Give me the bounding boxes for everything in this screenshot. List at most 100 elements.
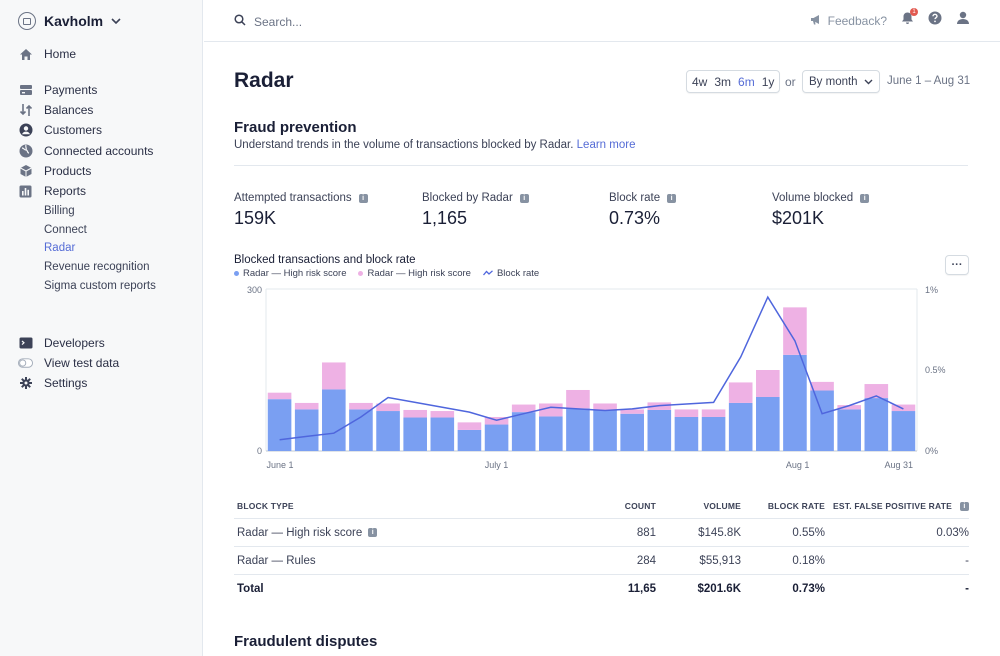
learn-more-link[interactable]: Learn more xyxy=(576,139,636,151)
divider xyxy=(234,165,968,166)
range-4w[interactable]: 4w xyxy=(692,74,708,89)
bar-high-risk xyxy=(647,409,672,451)
bar-rules xyxy=(403,409,427,418)
notifications-button[interactable]: 1 xyxy=(901,8,918,30)
period-select[interactable]: By month xyxy=(802,70,880,93)
sidebar-item-developers[interactable]: Developers xyxy=(18,334,105,352)
row-false-positive: - xyxy=(965,554,969,567)
bar-rules xyxy=(511,404,536,413)
sidebar-item-customers[interactable]: Customers xyxy=(18,121,102,139)
sidebar-item-home[interactable]: Home xyxy=(18,45,76,63)
row-volume: $145.8K xyxy=(698,526,741,539)
sidebar-subitem-radar[interactable]: Radar xyxy=(44,242,76,254)
chart-title: Blocked transactions and block rate xyxy=(234,254,416,266)
metric-label-row: Blocked by Radar i xyxy=(422,192,529,204)
legend-label: Radar — High risk score xyxy=(243,268,347,279)
block-type-table: BLOCK TYPE COUNT VOLUME BLOCK RATE EST. … xyxy=(234,494,969,603)
bar-rules xyxy=(457,422,482,430)
row-false-positive: 0.03% xyxy=(936,526,969,539)
bar-high-risk xyxy=(701,416,726,451)
main-content: Radar 4w 3m 6m 1y or By month June 1 – A… xyxy=(204,43,1000,656)
bar-rules xyxy=(539,403,563,417)
info-icon[interactable]: i xyxy=(860,193,870,203)
user-icon[interactable] xyxy=(956,11,970,30)
bar-high-risk xyxy=(457,429,482,451)
sidebar-item-reports[interactable]: Reports xyxy=(18,182,86,200)
total-volume: $201.6K xyxy=(697,583,741,595)
info-icon[interactable]: i xyxy=(519,193,529,203)
range-3m[interactable]: 3m xyxy=(714,74,732,89)
table-row: Radar — Rules 284 $55,913 0.18% - xyxy=(234,547,969,575)
info-icon[interactable]: i xyxy=(358,193,368,203)
legend-label: Radar — High risk score xyxy=(367,268,471,279)
date-range: June 1 – Aug 31 xyxy=(887,75,971,87)
info-icon[interactable]: i xyxy=(667,193,677,203)
y2-tick-label: 1% xyxy=(925,285,938,295)
bar-high-risk xyxy=(403,417,427,451)
feedback-button[interactable]: Feedback? xyxy=(810,14,887,28)
metric-label-row: Volume blocked i xyxy=(772,192,870,204)
metric-label: Attempted transactions xyxy=(234,192,352,204)
range-1y[interactable]: 1y xyxy=(761,74,775,89)
bar-high-risk xyxy=(349,409,373,451)
sidebar-item-label: Connected accounts xyxy=(44,144,154,158)
y2-tick-label: 0.5% xyxy=(925,365,946,375)
range-6m[interactable]: 6m xyxy=(738,74,755,89)
bar-high-risk xyxy=(376,411,400,451)
payments-icon xyxy=(18,83,33,98)
period-label: By month xyxy=(809,75,858,88)
sidebar-item-settings[interactable]: Settings xyxy=(18,374,87,392)
search-bar[interactable] xyxy=(234,13,454,31)
sidebar-item-payments[interactable]: Payments xyxy=(18,81,97,99)
metric-label-row: Attempted transactions i xyxy=(234,192,368,204)
sidebar-item-label: Developers xyxy=(44,336,105,350)
sidebar-item-label: Products xyxy=(44,164,92,178)
chart-more-button[interactable]: ··· xyxy=(945,255,969,275)
legend-label: Block rate xyxy=(496,268,540,279)
bar-high-risk xyxy=(267,399,292,451)
sidebar-item-view-test-data[interactable]: View test data xyxy=(18,354,119,372)
table-header: BLOCK TYPE COUNT VOLUME BLOCK RATE EST. … xyxy=(234,494,969,519)
info-icon[interactable]: i xyxy=(960,501,969,511)
bar-rules xyxy=(294,402,319,410)
chevron-down-icon xyxy=(111,16,121,27)
legend-dot xyxy=(234,271,239,276)
sidebar-subitem-sigma-custom-reports[interactable]: Sigma custom reports xyxy=(44,280,156,292)
header-block-type: BLOCK TYPE xyxy=(237,501,294,511)
sidebar-item-balances[interactable]: Balances xyxy=(18,101,93,119)
help-icon[interactable] xyxy=(928,11,942,30)
sidebar-item-products[interactable]: Products xyxy=(18,162,91,180)
sidebar-item-label: Payments xyxy=(44,83,98,97)
info-icon[interactable]: i xyxy=(368,528,378,537)
bar-high-risk xyxy=(864,398,889,451)
header-false-positive: EST. FALSE POSITIVE RATE i xyxy=(825,501,969,511)
customers-icon xyxy=(18,123,33,138)
bar-high-risk xyxy=(891,411,916,451)
y-tick-label: 0 xyxy=(257,446,262,456)
metric-volume-blocked: Volume blocked i $201K xyxy=(772,192,870,229)
bar-rules xyxy=(756,370,780,397)
sidebar-subitem-billing[interactable]: Billing xyxy=(44,205,75,217)
search-input[interactable] xyxy=(254,15,454,29)
x-tick-label: Aug 1 xyxy=(786,460,810,470)
bar-high-risk xyxy=(484,424,509,451)
total-false-positive: - xyxy=(965,583,969,595)
page-title: Radar xyxy=(234,69,294,92)
bar-high-risk xyxy=(593,409,617,451)
sidebar-subitem-revenue-recognition[interactable]: Revenue recognition xyxy=(44,261,150,273)
metric-value: 1,165 xyxy=(422,208,468,228)
blocked-transactions-chart: 300 0 1% 0.5% 0% June 1 July 1 Aug 1 Aug 31 xyxy=(247,285,946,470)
header-block-rate: BLOCK RATE xyxy=(767,501,825,511)
sidebar-item-label: Balances xyxy=(44,103,94,117)
balances-icon xyxy=(18,103,33,118)
store-icon xyxy=(18,12,36,30)
sidebar-subitem-connect[interactable]: Connect xyxy=(44,224,87,236)
sidebar-item-connected-accounts[interactable]: Connected accounts xyxy=(18,142,153,160)
account-switcher[interactable]: Kavholm xyxy=(18,12,121,30)
bar-rules xyxy=(674,409,699,417)
row-type: Radar — High risk score i xyxy=(234,527,590,539)
bar-rules xyxy=(267,392,292,400)
reports-icon xyxy=(18,184,33,199)
globe-icon xyxy=(18,144,33,159)
gear-icon xyxy=(18,376,33,391)
